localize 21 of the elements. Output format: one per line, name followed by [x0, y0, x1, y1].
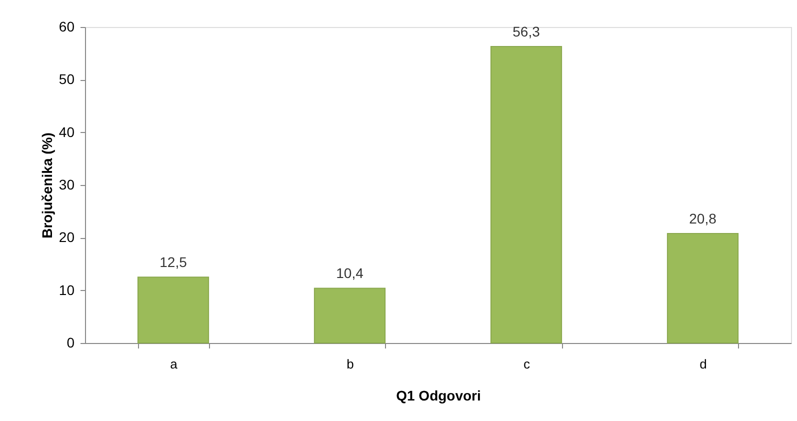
- x-tick-label: a: [170, 356, 178, 372]
- data-label: 12,5: [160, 254, 188, 270]
- y-tick-label: 40: [58, 124, 75, 140]
- y-tick-label: 20: [58, 229, 75, 246]
- bar: [666, 232, 739, 344]
- x-tick-label: d: [700, 356, 707, 372]
- x-tick-label: c: [524, 356, 530, 372]
- y-tick-label: 30: [58, 176, 75, 192]
- bar: [137, 276, 210, 344]
- x-axis-title: Q1 Odgovori: [396, 388, 481, 404]
- y-tick-label: 10: [58, 282, 75, 298]
- data-label: 56,3: [512, 23, 540, 40]
- y-tick-label: 60: [58, 18, 75, 34]
- y-tick-label: 50: [58, 71, 75, 88]
- y-axis-title: Brojučenika (%): [38, 132, 55, 238]
- bar: [314, 288, 386, 344]
- data-label: 20,8: [689, 210, 717, 226]
- y-tick-label: 0: [66, 334, 75, 350]
- x-tick-label: b: [346, 356, 354, 372]
- bar: [490, 46, 562, 344]
- data-label: 10,4: [336, 265, 364, 282]
